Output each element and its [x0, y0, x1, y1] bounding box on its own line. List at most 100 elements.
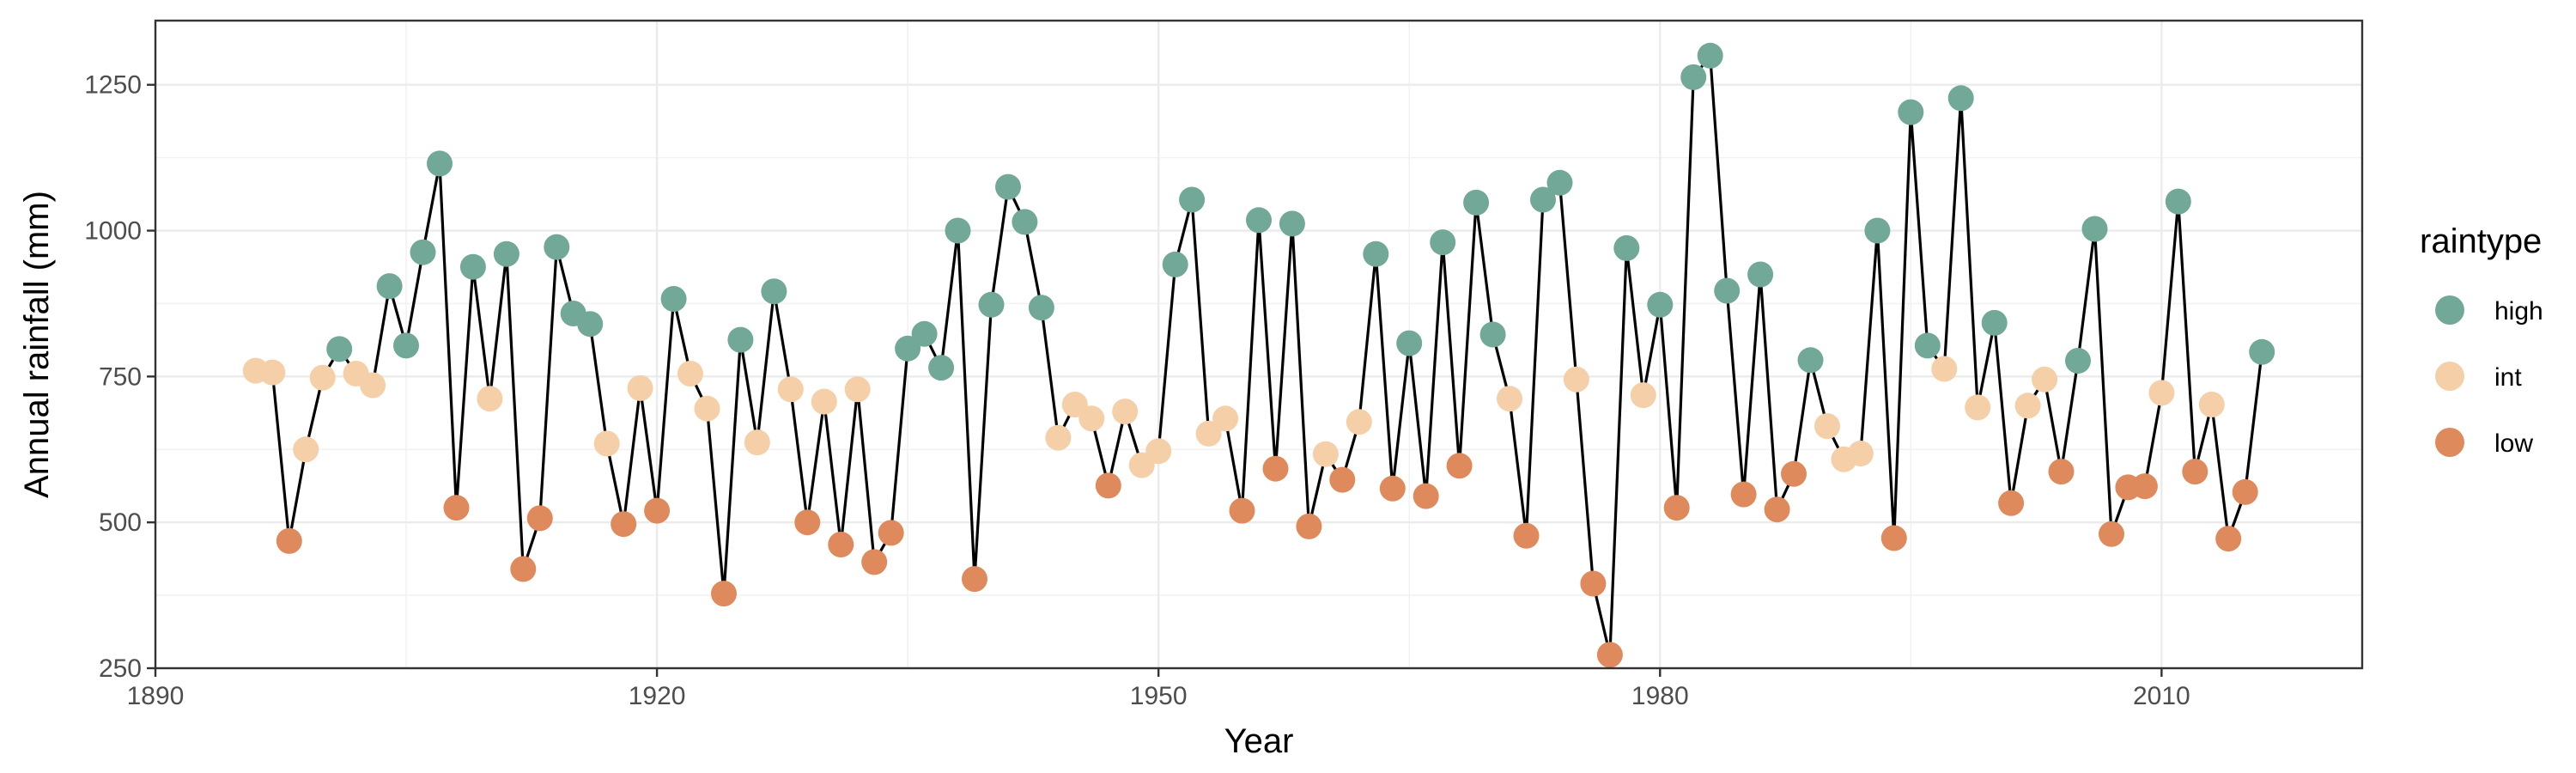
- data-point-high: [761, 278, 787, 305]
- y-tick-label: 500: [99, 508, 142, 537]
- x-tick-label: 1950: [1130, 682, 1188, 710]
- x-tick-label: 1980: [1631, 682, 1689, 710]
- data-point-high: [995, 173, 1021, 200]
- data-point-high: [459, 253, 486, 280]
- data-point-int: [2148, 380, 2175, 406]
- data-point-high: [2249, 338, 2275, 365]
- data-point-low: [1446, 453, 1473, 479]
- data-point-int: [1563, 366, 1589, 393]
- data-point-high: [1914, 332, 1941, 359]
- data-point-high: [410, 239, 436, 265]
- data-point-high: [1246, 207, 1272, 234]
- data-point-low: [611, 511, 637, 538]
- data-point-high: [1613, 234, 1640, 261]
- data-point-low: [1764, 496, 1790, 523]
- data-point-high: [1479, 321, 1506, 348]
- data-point-high: [1797, 347, 1824, 374]
- data-point-low: [2048, 459, 2075, 485]
- data-point-high: [1747, 261, 1774, 288]
- data-point-high: [978, 291, 1005, 318]
- data-point-high: [2081, 216, 2108, 242]
- data-point-high: [911, 320, 938, 347]
- data-point-int: [2032, 366, 2058, 393]
- y-tick-label: 1250: [84, 71, 142, 100]
- data-point-high: [2065, 348, 2091, 374]
- data-point-high: [928, 355, 955, 381]
- data-point-high: [376, 273, 403, 300]
- data-point-high: [1898, 99, 1924, 125]
- data-point-low: [2215, 526, 2242, 552]
- data-point-high: [727, 326, 754, 353]
- x-tick-label: 2010: [2133, 682, 2190, 710]
- data-point-low: [2131, 473, 2158, 500]
- data-point-low: [962, 566, 987, 593]
- data-point-int: [1814, 413, 1840, 440]
- data-point-low: [1596, 642, 1623, 668]
- data-point-int: [1847, 441, 1874, 466]
- data-point-int: [293, 436, 319, 463]
- data-point-high: [1279, 210, 1305, 237]
- data-point-high: [544, 234, 570, 260]
- data-point-int: [309, 364, 336, 391]
- legend-title: raintype: [2420, 222, 2542, 260]
- data-point-high: [2165, 188, 2191, 215]
- legend-key-high: [2435, 295, 2464, 325]
- data-point-int: [1212, 405, 1239, 432]
- data-point-int: [777, 376, 804, 403]
- data-point-low: [1413, 483, 1439, 509]
- data-point-low: [526, 505, 553, 532]
- data-point-low: [644, 497, 671, 524]
- data-point-high: [1647, 291, 1674, 318]
- data-point-low: [2232, 478, 2258, 505]
- data-point-high: [493, 240, 519, 267]
- data-point-high: [1530, 186, 1556, 213]
- data-point-high: [1028, 295, 1054, 321]
- data-point-low: [1880, 525, 1907, 551]
- data-point-int: [1346, 409, 1372, 435]
- data-point-int: [1965, 394, 1991, 421]
- data-point-low: [1781, 460, 1807, 487]
- data-point-high: [1546, 169, 1573, 196]
- data-point-low: [1379, 475, 1406, 502]
- data-point-low: [1229, 497, 1255, 524]
- data-point-int: [1112, 399, 1139, 425]
- data-point-high: [945, 217, 971, 244]
- data-point-low: [861, 549, 888, 575]
- legend-label-int: int: [2494, 363, 2522, 392]
- data-point-int: [627, 374, 653, 401]
- data-point-low: [1580, 570, 1607, 597]
- data-point-low: [2182, 459, 2208, 485]
- data-point-high: [1396, 330, 1423, 356]
- data-point-int: [844, 376, 871, 403]
- data-point-high: [1162, 251, 1188, 277]
- data-point-int: [477, 386, 503, 412]
- data-point-high: [1714, 277, 1741, 304]
- data-point-low: [794, 509, 821, 536]
- data-point-int: [1195, 420, 1222, 447]
- data-point-high: [660, 286, 687, 312]
- data-point-int: [1145, 438, 1172, 465]
- data-point-low: [878, 520, 904, 546]
- y-axis: 250 500 750 1000 1250: [84, 71, 155, 683]
- data-point-int: [593, 430, 620, 457]
- x-tick-label: 1890: [127, 682, 185, 710]
- data-point-high: [577, 311, 604, 338]
- data-point-high: [1947, 85, 1974, 112]
- data-point-low: [1329, 466, 1356, 493]
- data-point-low: [1513, 522, 1540, 549]
- y-tick-label: 250: [99, 654, 142, 683]
- data-point-high: [1680, 64, 1707, 90]
- data-point-int: [259, 359, 286, 386]
- data-point-high: [1430, 229, 1456, 256]
- data-point-high: [895, 335, 921, 362]
- legend: raintype high int low: [2420, 222, 2543, 458]
- data-point-low: [2099, 520, 2124, 547]
- data-point-high: [1697, 42, 1723, 69]
- data-point-low: [276, 527, 302, 554]
- data-point-int: [2198, 392, 2225, 417]
- data-point-int: [677, 361, 703, 386]
- data-point-low: [1998, 490, 2025, 516]
- y-axis-title: Annual rainfall (mm): [18, 191, 56, 498]
- data-point-high: [1179, 186, 1206, 213]
